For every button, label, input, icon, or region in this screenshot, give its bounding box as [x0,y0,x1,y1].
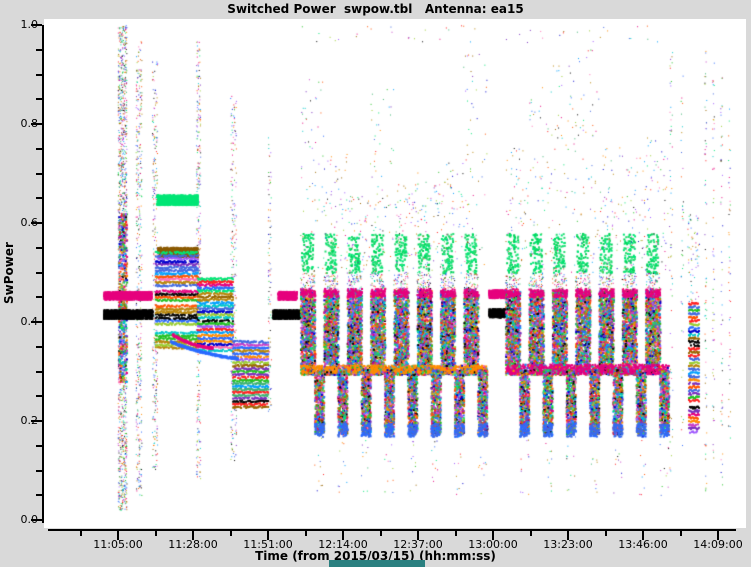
y-major-tick [31,222,42,224]
y-minor-tick [36,197,42,200]
x-major-tick [267,531,269,540]
x-major-tick [417,531,419,540]
x-major-tick [567,531,569,540]
y-axis-line [42,25,44,523]
x-minor-tick [304,531,307,536]
y-major-tick [31,519,42,521]
x-minor-tick [79,531,82,536]
x-major-tick [642,531,644,540]
x-major-tick [192,531,194,540]
bottom-button[interactable] [329,560,425,567]
x-major-tick [717,531,719,540]
x-tick-label: 13:23:00 [543,538,593,551]
y-minor-tick [36,73,42,76]
y-minor-tick [36,147,42,150]
x-minor-tick [379,531,382,536]
y-minor-tick [36,172,42,175]
x-tick-label: 11:28:00 [168,538,218,551]
y-major-tick [31,24,42,26]
x-major-tick [342,531,344,540]
x-tick-label: 13:00:00 [468,538,518,551]
y-minor-tick [36,494,42,497]
y-minor-tick [36,345,42,348]
y-minor-tick [36,370,42,373]
x-tick-label: 12:14:00 [318,538,368,551]
x-tick-label: 11:51:00 [243,538,293,551]
x-tick-label: 11:05:00 [93,538,143,551]
y-minor-tick [36,469,42,472]
x-axis-line [48,529,736,531]
y-tick-label: 0.2 [20,414,39,427]
y-minor-tick [36,271,42,274]
y-tick-label: 0.4 [20,315,39,328]
y-minor-tick [36,395,42,398]
y-minor-tick [36,246,42,249]
y-major-tick [31,321,42,323]
y-minor-tick [36,48,42,51]
y-minor-tick [36,444,42,447]
y-axis-title: SwPower [2,242,16,304]
y-tick-label: 0.8 [20,117,39,130]
y-tick-label: 0.6 [20,216,39,229]
y-tick-label: 0.0 [20,513,39,526]
y-major-tick [31,420,42,422]
x-minor-tick [454,531,457,536]
x-major-tick [117,531,119,540]
x-tick-label: 14:09:00 [693,538,743,551]
y-minor-tick [36,98,42,101]
x-axis-title: Time (from 2015/03/15) (hh:mm:ss) [255,549,496,563]
y-minor-tick [36,296,42,299]
x-tick-label: 13:46:00 [618,538,668,551]
x-minor-tick [604,531,607,536]
x-minor-tick [154,531,157,536]
x-minor-tick [229,531,232,536]
y-tick-label: 1.0 [20,18,39,31]
x-major-tick [492,531,494,540]
x-minor-tick [679,531,682,536]
x-tick-label: 12:37:00 [393,538,443,551]
y-major-tick [31,123,42,125]
x-minor-tick [529,531,532,536]
